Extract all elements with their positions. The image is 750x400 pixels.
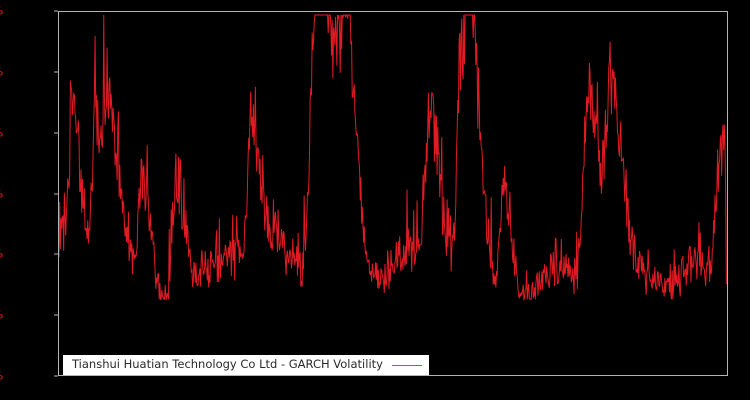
y-tick-label: 120% <box>0 5 3 18</box>
y-tick-label: 0% <box>0 370 3 383</box>
plot-area <box>58 11 728 376</box>
y-tick-mark <box>54 375 58 377</box>
y-tick-mark <box>54 193 58 194</box>
volatility-line-svg <box>59 12 727 375</box>
y-tick-mark <box>54 132 58 134</box>
y-tick-label: 40% <box>0 248 3 261</box>
legend-line-sample <box>391 364 422 366</box>
y-tick-label: 100% <box>0 65 3 78</box>
volatility-series-line <box>59 15 726 299</box>
chart-legend[interactable]: Tianshui Huatian Technology Co Ltd - GAR… <box>63 355 429 375</box>
legend-entry-label: Tianshui Huatian Technology Co Ltd - GAR… <box>72 357 383 372</box>
y-tick-mark <box>54 314 58 316</box>
y-tick-label: 80% <box>0 126 3 139</box>
y-tick-label: 60% <box>0 187 3 200</box>
y-tick-mark <box>54 253 58 255</box>
y-tick-mark <box>54 10 58 12</box>
y-tick-mark <box>54 71 58 73</box>
y-tick-label: 20% <box>0 309 3 322</box>
y-axis: 120% 100% 80% 60% 40% 20% 0% <box>0 0 58 400</box>
